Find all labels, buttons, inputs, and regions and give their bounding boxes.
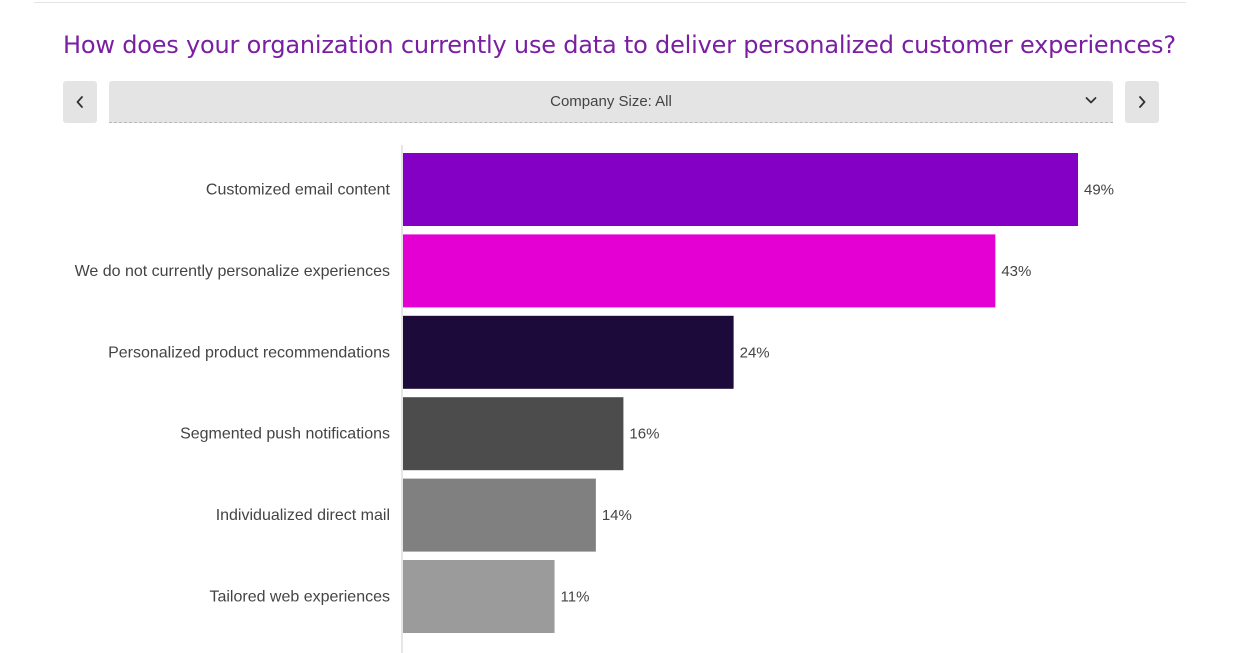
category-label: Segmented push notifications (180, 426, 390, 443)
bar[interactable] (403, 478, 596, 552)
chevron-down-icon (1085, 97, 1097, 104)
bar[interactable] (403, 315, 734, 389)
value-label: 16% (629, 426, 659, 443)
next-button[interactable] (1125, 81, 1159, 123)
value-label: 49% (1084, 182, 1114, 199)
chart-title: How does your organization currently use… (63, 31, 1176, 59)
chevron-left-icon (76, 96, 83, 108)
previous-button[interactable] (63, 81, 97, 123)
value-label: 24% (740, 344, 770, 361)
filter-bar: Company Size: All (63, 81, 1159, 123)
category-label: Customized email content (206, 182, 391, 199)
category-label: Tailored web experiences (209, 589, 390, 606)
select-value: Company Size: All (550, 93, 672, 110)
value-label: 43% (1001, 263, 1031, 280)
value-label: 14% (602, 507, 632, 524)
category-label: We do not currently personalize experien… (75, 263, 390, 280)
value-label: 11% (561, 589, 590, 606)
bar[interactable] (403, 397, 624, 471)
category-label: Personalized product recommendations (108, 344, 390, 361)
company-size-select[interactable]: Company Size: All (109, 81, 1113, 123)
chevron-right-icon (1139, 96, 1146, 108)
bar[interactable] (403, 153, 1078, 226)
top-divider (34, 2, 1186, 3)
bar[interactable] (403, 234, 996, 308)
bar[interactable] (403, 560, 555, 633)
category-label: Individualized direct mail (216, 507, 390, 524)
bar-chart: Customized email content 49% We do not cur… (75, 145, 1114, 653)
